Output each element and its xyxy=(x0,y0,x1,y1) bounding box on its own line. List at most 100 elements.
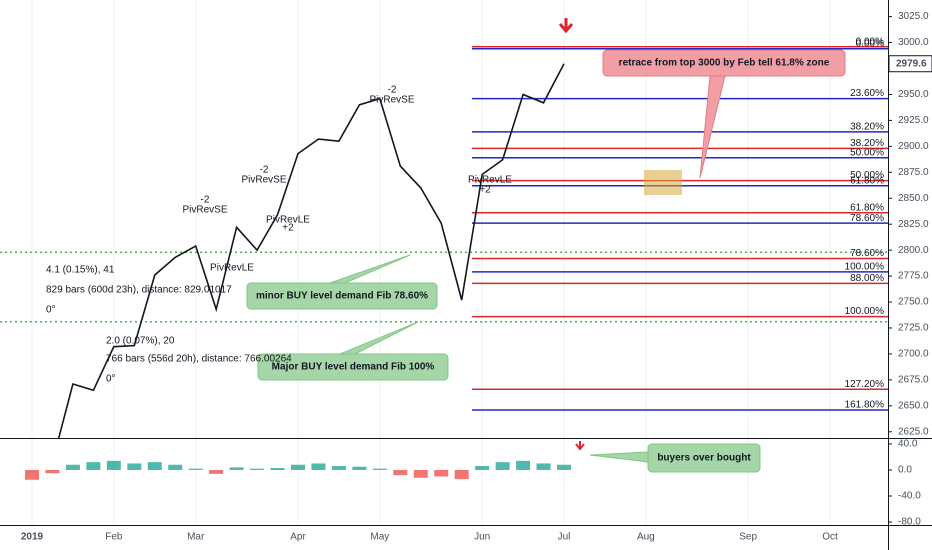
fib-label: 0.00% xyxy=(856,36,884,47)
signal-label: -2 xyxy=(201,195,210,206)
x-tick-label: Jun xyxy=(474,532,490,543)
y-tick-label: 2825.0 xyxy=(898,219,929,230)
measurement-text: 4.1 (0.15%), 41 xyxy=(46,265,115,276)
y-tick-label: 2750.0 xyxy=(898,297,929,308)
measurement-text: 766 bars (556d 20h), distance: 766.00264 xyxy=(106,354,292,365)
histogram-bar xyxy=(372,468,387,470)
fib-label: 78.60% xyxy=(850,248,884,259)
signal-label: PivRevLE xyxy=(266,215,310,226)
callout-tail xyxy=(589,451,649,463)
histogram-bar xyxy=(106,460,121,470)
y-tick-label: 2725.0 xyxy=(898,323,929,334)
callout-text: minor BUY level demand Fib 78.60% xyxy=(256,291,428,302)
y-tick-label: 2900.0 xyxy=(898,141,929,152)
signal-label: PivRevSE xyxy=(182,205,227,216)
y-tick-label: 2675.0 xyxy=(898,375,929,386)
x-tick-label: Aug xyxy=(637,532,655,543)
histogram-bar xyxy=(454,469,469,480)
histogram-bar xyxy=(250,468,265,470)
x-tick-label: Sep xyxy=(739,532,757,543)
y-tick-label: 2875.0 xyxy=(898,167,929,178)
y-tick-label: 0.0 xyxy=(898,465,912,476)
measurement-text: 0° xyxy=(46,305,56,316)
arrow-icon xyxy=(558,18,574,34)
y-tick-label: -40.0 xyxy=(898,491,921,502)
callout-text: retrace from top 3000 by Feb tell 61.8% … xyxy=(619,58,830,69)
histogram-bar xyxy=(413,469,428,478)
histogram-bar xyxy=(229,467,244,470)
histogram-bar xyxy=(311,463,326,470)
y-tick-label: 3025.0 xyxy=(898,11,929,22)
x-tick-label: Oct xyxy=(822,532,838,543)
y-tick-label: -80.0 xyxy=(898,517,921,528)
y-tick-label: 2650.0 xyxy=(898,400,929,411)
histogram-bar xyxy=(393,469,408,476)
x-tick-label: May xyxy=(370,532,389,543)
callout-box xyxy=(647,443,761,473)
histogram-bar xyxy=(168,464,183,470)
callout-tail xyxy=(329,254,411,284)
signal-label: PivRevSE xyxy=(241,175,286,186)
signal-label: +2 xyxy=(282,223,294,234)
fib-label: 127.20% xyxy=(845,379,885,390)
histogram-bar xyxy=(291,464,305,470)
fib-label: 88.00% xyxy=(850,273,884,284)
y-tick-label: 2700.0 xyxy=(898,349,929,360)
histogram-bar xyxy=(209,469,224,474)
histogram-bar xyxy=(86,462,101,470)
histogram-bar xyxy=(188,468,203,470)
histogram-bar xyxy=(495,462,510,470)
price-tag xyxy=(888,55,932,73)
signal-label: PivRevLE xyxy=(468,175,512,186)
fib-label: 61.80% xyxy=(850,175,884,186)
callout-text: buyers over bought xyxy=(657,453,751,464)
histogram-bar xyxy=(536,463,551,470)
histogram-bar xyxy=(270,468,285,470)
callout-box xyxy=(602,49,846,77)
histogram-bar xyxy=(516,460,531,470)
y-tick-label: 40.0 xyxy=(898,439,918,450)
fib-label: 50.00% xyxy=(850,170,884,181)
y-tick-label: 2800.0 xyxy=(898,245,929,256)
signal-label: PivRevSE xyxy=(369,95,414,106)
x-tick-label: Jul xyxy=(558,532,571,543)
signal-label: -2 xyxy=(260,165,269,176)
fib-label: 100.00% xyxy=(845,306,885,317)
fib-label: 100.00% xyxy=(845,262,885,273)
histogram-bar xyxy=(25,469,39,480)
callout-tail xyxy=(339,321,419,355)
price-line xyxy=(57,63,565,438)
histogram-bar xyxy=(434,469,449,477)
y-tick-label: 2850.0 xyxy=(898,193,929,204)
histogram-bar xyxy=(45,469,60,474)
measurement-text: 0° xyxy=(106,374,116,385)
measurement-text: 2.0 (0.07%), 20 xyxy=(106,336,175,347)
signal-label: PivRevLE xyxy=(210,263,254,274)
y-tick-label: 3000.0 xyxy=(898,37,929,48)
fib-label: 78.60% xyxy=(850,213,884,224)
x-tick-label: Apr xyxy=(290,532,306,543)
callout-tail xyxy=(699,75,726,179)
histogram-bar xyxy=(65,464,80,470)
x-tick-label: 2019 xyxy=(21,532,44,543)
histogram-bar xyxy=(127,463,142,470)
fib-label: 50.00% xyxy=(850,147,884,158)
y-tick-label: 2925.0 xyxy=(898,115,929,126)
histogram-bar xyxy=(331,466,346,470)
price-tag-label: 2979.6 xyxy=(896,58,927,69)
signal-label: -2 xyxy=(388,85,397,96)
x-tick-label: Mar xyxy=(187,532,205,543)
fib-label: 38.20% xyxy=(850,138,884,149)
zone-box xyxy=(644,170,682,195)
callout-text: Major BUY level demand Fib 100% xyxy=(272,362,435,373)
fib-label: 38.20% xyxy=(850,121,884,132)
arrow-icon xyxy=(575,441,585,451)
y-tick-label: 2775.0 xyxy=(898,271,929,282)
callout-box xyxy=(246,282,438,310)
fib-label: 0.00% xyxy=(856,38,884,49)
callout-box xyxy=(257,353,449,381)
signal-label: +2 xyxy=(479,185,491,196)
fib-label: 61.80% xyxy=(850,202,884,213)
measurement-text: 829 bars (600d 23h), distance: 829.01017 xyxy=(46,285,232,296)
